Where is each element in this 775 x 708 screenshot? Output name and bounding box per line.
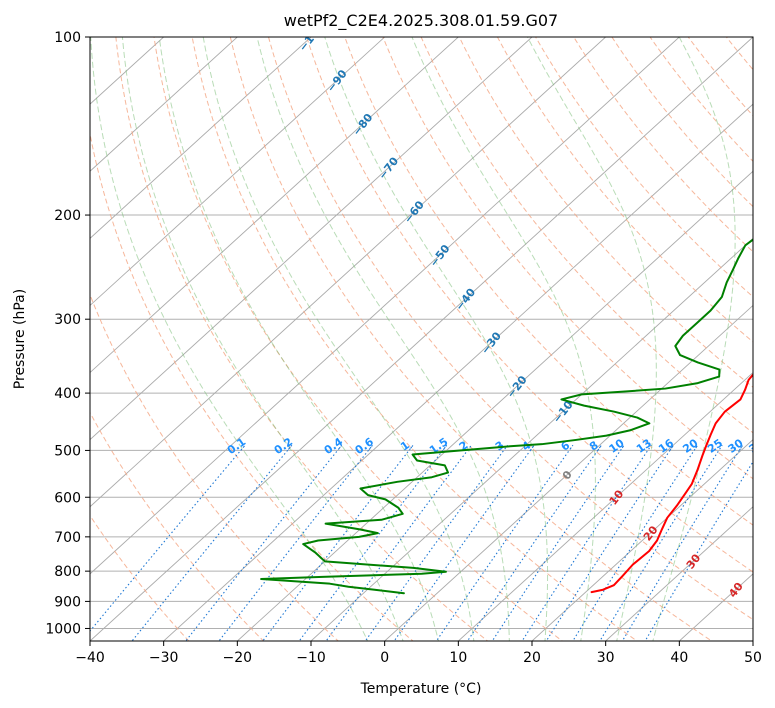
dry-adiabat [90,411,265,641]
dry-adiabat [573,37,753,253]
mixing-ratio-lines [90,444,753,641]
dry-adiabat [649,37,753,163]
x-tick-label: 0 [380,650,389,666]
isotherm-line [162,103,753,641]
x-tick-label: −30 [149,650,179,666]
x-tick-label: 50 [744,650,762,666]
isotherm-line [90,37,681,575]
isotherm-line [604,506,753,641]
dry-adiabat [420,37,753,434]
isotherm-line [90,37,533,441]
plot-area: 0.10.20.40.611.52346810131620253036−100−… [90,37,766,641]
y-tick-label: 1000 [45,621,81,637]
moist-adiabat [652,37,736,641]
moist-adiabat [527,37,657,641]
moist-adiabat [256,37,510,641]
moist-adiabat [202,37,475,641]
dry-adiabat [90,514,190,641]
moist-adiabat [411,37,596,641]
x-tick-label: 40 [670,650,688,666]
isotherm-line [90,37,753,641]
x-axis-label: Temperature (°C) [360,681,482,697]
mixing-ratio-line [131,444,293,641]
chart-title: wetPf2_C2E4.2025.308.01.59.G07 [284,11,558,31]
y-axis-label: Pressure (hPa) [12,289,28,389]
mixing-ratio-line [185,444,343,641]
plot-frame [89,36,754,642]
isotherm-line [90,37,312,239]
isotherm-line [236,170,753,641]
mixing-ratio-label: 36 [746,436,766,456]
moist-adiabat [158,37,439,641]
mixing-ratio-line [262,444,414,641]
dry-adiabat [191,37,638,641]
isotherm-line [457,371,753,641]
isobar-gridlines [90,37,753,629]
dry-adiabat [458,37,753,388]
isotherm-line [310,237,753,641]
y-tick-label: 600 [54,490,81,506]
isotherm-line [90,37,386,307]
y-tick-label: 200 [54,208,81,224]
dry-adiabat [496,37,753,343]
mixing-ratio-line [644,460,753,641]
dewpoint-profile-line [260,238,753,595]
x-tick-label: 20 [523,650,541,666]
y-tick-label: 400 [54,386,81,402]
x-tick-label: 30 [597,650,615,666]
mixing-ratio-line [521,444,652,641]
dry-adiabat [344,37,753,526]
dry-adiabats [90,37,753,641]
y-tick-label: 500 [54,443,81,459]
mixing-ratio-line [621,444,744,641]
isotherm-lines [90,37,753,641]
x-tick-label: −20 [223,650,253,666]
moist-adiabat [90,37,369,641]
moist-adiabat [324,37,549,641]
x-tick-label: −10 [296,650,326,666]
isotherm-line [90,37,607,508]
temperature-profile-line [590,373,753,594]
mixing-ratio-line [572,444,699,641]
x-tick-label: 10 [449,650,467,666]
profile-series [260,238,753,595]
mixing-ratio-line [325,444,472,641]
mixing-ratio-line [218,444,373,641]
isotherm-line [90,37,460,374]
y-tick-label: 900 [54,594,81,610]
dry-adiabat [115,37,489,641]
x-axis-ticks: −40 −30 −20 −10 0 10 20 30 40 50 [75,641,762,666]
dry-adiabat [90,131,414,641]
mixing-ratio-line [545,444,674,641]
dry-adiabat [382,37,753,480]
y-axis-ticks: 100 200 300 400 500 600 700 800 900 1000 [45,30,90,637]
dry-adiabat [267,37,753,621]
moist-adiabat [121,37,404,641]
mixing-ratio-line [90,444,246,632]
mixing-ratio-line [466,444,602,641]
y-tick-label: 300 [54,312,81,328]
x-tick-label: −40 [75,650,105,666]
y-tick-label: 100 [54,30,81,46]
moist-adiabats [90,37,736,641]
y-tick-label: 700 [54,530,81,546]
dry-adiabat [306,37,753,573]
isotherm-line [383,304,753,641]
dry-adiabat [229,37,713,641]
y-tick-label: 800 [54,564,81,580]
isotherm-line [90,37,239,172]
dry-adiabat [153,37,564,641]
